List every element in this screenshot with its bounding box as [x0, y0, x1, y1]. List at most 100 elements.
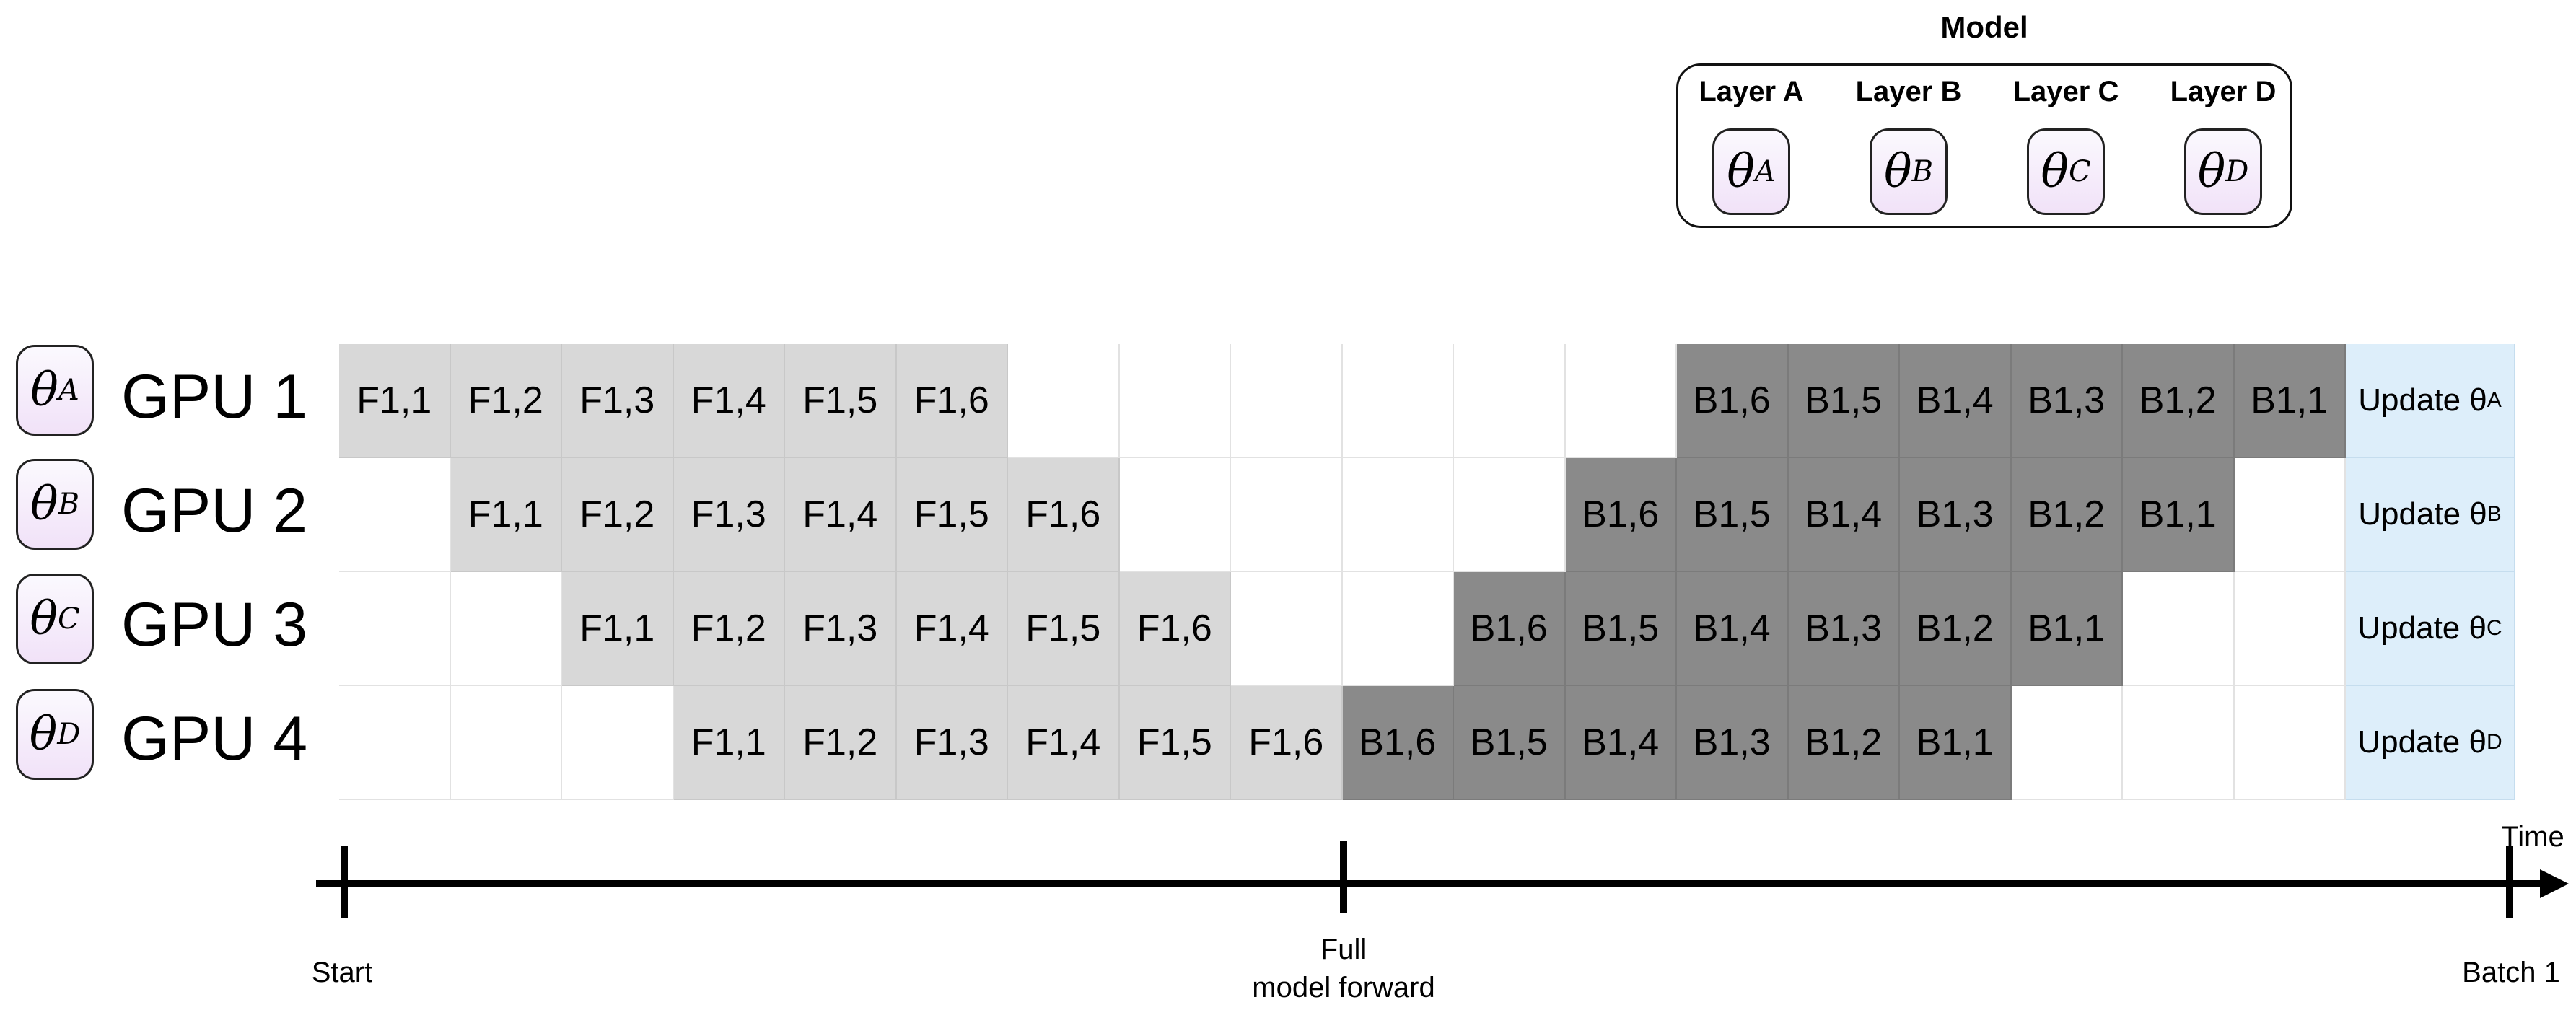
update-subscript: D	[2486, 730, 2502, 754]
theta-symbol: θ	[30, 478, 58, 531]
forward-cell: F1,6	[1008, 458, 1120, 572]
empty-cell	[1342, 572, 1454, 686]
forward-cell: F1,5	[1119, 686, 1231, 800]
start-label: Start	[311, 957, 373, 988]
forward-cell: F1,1	[450, 458, 562, 572]
update-text: Update θ	[2357, 724, 2487, 760]
backward-cell: B1,2	[1900, 572, 2012, 686]
empty-cell	[339, 458, 451, 572]
empty-cell	[1119, 458, 1231, 572]
backward-cell: B1,6	[1342, 686, 1454, 800]
theta-symbol: θ	[1884, 145, 1912, 198]
layer-d-label: Layer D	[2170, 76, 2277, 107]
backward-cell: B1,5	[1454, 686, 1566, 800]
backward-cell: B1,2	[2123, 344, 2235, 458]
backward-cell: B1,4	[1788, 458, 1900, 572]
theta-subscript: A	[58, 374, 79, 407]
forward-cell: F1,2	[673, 572, 785, 686]
empty-cell	[2123, 572, 2235, 686]
empty-cell	[1565, 344, 1677, 458]
model-box	[1676, 63, 2292, 228]
layer-c-label: Layer C	[2012, 76, 2119, 107]
empty-cell	[1231, 572, 1343, 686]
forward-cell: F1,5	[785, 344, 897, 458]
theta-subscript: D	[57, 718, 81, 751]
gpu-label: GPU 2	[121, 476, 308, 545]
update-text: Update θ	[2357, 610, 2487, 646]
forward-cell: F1,6	[1119, 572, 1231, 686]
backward-cell: B1,6	[1454, 572, 1566, 686]
theta-symbol: θ	[30, 592, 58, 646]
gpu-label: GPU 3	[121, 590, 308, 659]
empty-cell	[1231, 344, 1343, 458]
empty-cell	[1454, 344, 1566, 458]
update-text: Update θ	[2358, 382, 2487, 418]
model-title: Model	[1940, 10, 2028, 44]
backward-cell: B1,6	[1677, 344, 1789, 458]
empty-cell	[450, 686, 562, 800]
empty-cell	[339, 686, 451, 800]
backward-cell: B1,1	[2123, 458, 2235, 572]
empty-cell	[2234, 572, 2346, 686]
update-text: Update θ	[2358, 496, 2487, 532]
forward-cell: F1,4	[896, 572, 1008, 686]
time-axis-label: Time	[2501, 821, 2564, 853]
backward-cell: B1,6	[1565, 458, 1677, 572]
theta-symbol: θ	[2041, 145, 2069, 198]
empty-cell	[450, 572, 562, 686]
full-label: Full	[1320, 934, 1367, 965]
backward-cell: B1,2	[1788, 686, 1900, 800]
backward-cell: B1,1	[1900, 686, 2012, 800]
gpu-label: GPU 4	[121, 704, 308, 773]
forward-cell: F1,3	[785, 572, 897, 686]
empty-cell	[2011, 686, 2123, 800]
backward-cell: B1,3	[2011, 344, 2123, 458]
batch-label: Batch 1	[2462, 957, 2560, 988]
forward-cell: F1,4	[1008, 686, 1120, 800]
empty-cell	[2123, 686, 2235, 800]
empty-cell	[2234, 686, 2346, 800]
forward-cell: F1,1	[562, 572, 674, 686]
empty-cell	[1342, 458, 1454, 572]
theta-subscript: A	[1754, 155, 1776, 188]
forward-cell: F1,5	[896, 458, 1008, 572]
forward-cell: F1,1	[339, 344, 451, 458]
backward-cell: B1,2	[2011, 458, 2123, 572]
backward-cell: B1,3	[1677, 686, 1789, 800]
backward-cell: B1,1	[2011, 572, 2123, 686]
update-subscript: B	[2487, 502, 2502, 526]
layer-a-label: Layer A	[1699, 76, 1804, 107]
backward-cell: B1,1	[2234, 344, 2346, 458]
theta-subscript: D	[2225, 155, 2249, 188]
theta-symbol: θ	[1727, 145, 1755, 198]
model-forward-label: model forward	[1252, 972, 1435, 1004]
timeline-arrowhead	[2540, 869, 2569, 898]
empty-cell	[1342, 344, 1454, 458]
backward-cell: B1,3	[1788, 572, 1900, 686]
backward-cell: B1,5	[1788, 344, 1900, 458]
empty-cell	[1119, 344, 1231, 458]
backward-cell: B1,4	[1900, 344, 2012, 458]
theta-subscript: B	[1911, 155, 1933, 188]
theta-subscript: B	[58, 488, 79, 521]
forward-cell: F1,3	[896, 686, 1008, 800]
forward-cell: F1,3	[673, 458, 785, 572]
forward-cell: F1,2	[785, 686, 897, 800]
empty-cell	[1231, 458, 1343, 572]
empty-cell	[562, 686, 674, 800]
update-subscript: C	[2486, 616, 2502, 640]
theta-symbol: θ	[30, 364, 58, 417]
backward-cell: B1,4	[1565, 686, 1677, 800]
forward-cell: F1,5	[1008, 572, 1120, 686]
gpu-label: GPU 1	[121, 362, 308, 431]
forward-cell: F1,6	[1231, 686, 1343, 800]
